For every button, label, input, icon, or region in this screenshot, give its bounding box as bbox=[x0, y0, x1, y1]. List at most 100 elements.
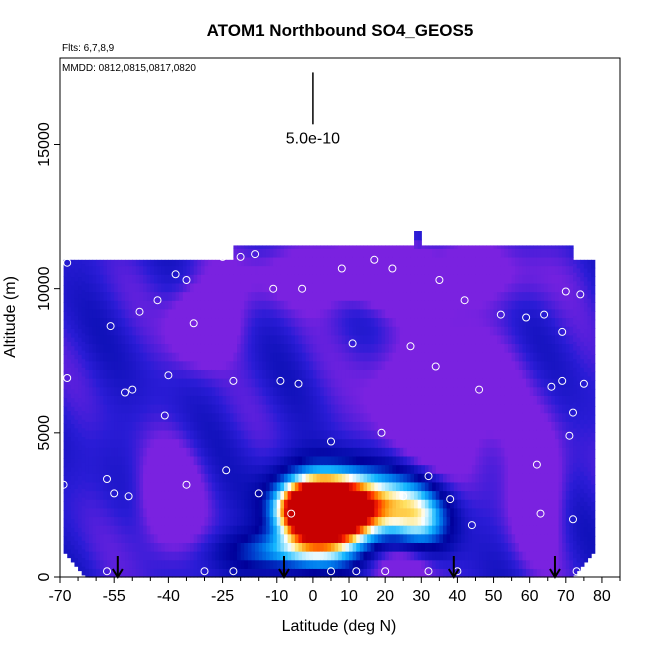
heatmap-cell bbox=[215, 317, 220, 327]
heatmap-cell bbox=[258, 378, 263, 388]
heatmap-cell bbox=[388, 386, 393, 396]
heatmap-cell bbox=[446, 308, 451, 319]
heatmap-cell bbox=[320, 274, 325, 284]
heatmap-cell bbox=[464, 499, 469, 509]
heatmap-cell bbox=[81, 375, 86, 386]
heatmap-cell bbox=[435, 256, 440, 267]
heatmap-cell bbox=[291, 525, 296, 535]
heatmap-cell bbox=[392, 490, 397, 500]
heatmap-cell bbox=[385, 334, 390, 345]
heatmap-cell bbox=[468, 412, 473, 422]
heatmap-cell bbox=[338, 378, 343, 388]
heatmap-cell bbox=[294, 516, 300, 526]
heatmap-cell bbox=[312, 352, 318, 362]
heatmap-cell bbox=[110, 369, 115, 379]
heatmap-cell bbox=[461, 326, 466, 336]
heatmap-cell bbox=[414, 395, 419, 405]
heatmap-cell bbox=[334, 559, 339, 569]
heatmap-cell bbox=[103, 447, 108, 457]
heatmap-cell bbox=[215, 282, 220, 293]
heatmap-cell bbox=[157, 568, 162, 578]
heatmap-cell bbox=[81, 393, 86, 403]
heatmap-cell bbox=[493, 274, 498, 284]
heatmap-cell bbox=[255, 490, 260, 500]
heatmap-cell bbox=[258, 542, 263, 552]
heatmap-cell bbox=[70, 388, 76, 399]
heatmap-cell bbox=[421, 551, 426, 561]
heatmap-cell bbox=[305, 265, 310, 275]
heatmap-cell bbox=[172, 473, 177, 483]
heatmap-cell bbox=[381, 256, 386, 267]
heatmap-cell bbox=[161, 259, 166, 267]
heatmap-cell bbox=[204, 499, 209, 509]
heatmap-cell bbox=[356, 378, 361, 388]
heatmap-cell bbox=[287, 429, 292, 440]
heatmap-cell bbox=[432, 256, 437, 267]
heatmap-cell bbox=[143, 274, 148, 284]
heatmap-cell bbox=[78, 535, 83, 546]
heatmap-cell bbox=[479, 542, 484, 552]
heatmap-cell bbox=[396, 481, 401, 492]
heatmap-cell bbox=[338, 516, 343, 526]
heatmap-cell bbox=[323, 551, 328, 561]
heatmap-cell bbox=[493, 473, 498, 483]
heatmap-cell bbox=[193, 473, 198, 483]
heatmap-cell bbox=[135, 507, 141, 518]
heatmap-cell bbox=[500, 308, 505, 319]
heatmap-cell bbox=[457, 533, 462, 543]
heatmap-cell bbox=[370, 412, 375, 422]
heatmap-cell bbox=[421, 516, 426, 526]
heatmap-cell bbox=[280, 378, 285, 388]
heatmap-cell bbox=[146, 317, 151, 327]
heatmap-cell bbox=[273, 308, 278, 319]
heatmap-cell bbox=[67, 272, 72, 282]
heatmap-cell bbox=[305, 386, 310, 396]
heatmap-cell bbox=[110, 525, 115, 535]
heatmap-cell bbox=[92, 421, 97, 431]
heatmap-cell bbox=[410, 369, 415, 379]
heatmap-cell bbox=[211, 265, 216, 275]
heatmap-cell bbox=[442, 404, 448, 414]
heatmap-cell bbox=[197, 308, 202, 319]
heatmap-cell bbox=[414, 429, 419, 440]
heatmap-cell bbox=[153, 317, 159, 327]
heatmap-cell bbox=[269, 326, 274, 336]
heatmap-cell bbox=[81, 445, 86, 455]
heatmap-cell bbox=[508, 473, 513, 483]
heatmap-cell bbox=[410, 282, 415, 293]
heatmap-cell bbox=[316, 542, 321, 552]
heatmap-cell bbox=[128, 525, 133, 535]
heatmap-cell bbox=[359, 308, 365, 319]
heatmap-cell bbox=[106, 507, 112, 518]
heatmap-cell bbox=[330, 300, 336, 310]
heatmap-cell bbox=[193, 334, 198, 345]
heatmap-cell bbox=[215, 369, 220, 379]
heatmap-cell bbox=[302, 343, 307, 353]
heatmap-cell bbox=[320, 352, 325, 362]
heatmap-cell bbox=[345, 464, 350, 474]
heatmap-cell bbox=[125, 464, 130, 474]
heatmap-cell bbox=[493, 360, 498, 370]
heatmap-cell bbox=[218, 551, 224, 561]
heatmap-cell bbox=[265, 559, 271, 569]
heatmap-cell bbox=[92, 447, 97, 457]
heatmap-cell bbox=[334, 256, 339, 267]
heatmap-cell bbox=[432, 447, 437, 457]
heatmap-cell bbox=[161, 429, 166, 440]
heatmap-cell bbox=[233, 525, 238, 535]
heatmap-cell bbox=[327, 282, 332, 293]
heatmap-cell bbox=[182, 516, 188, 526]
heatmap-cell bbox=[453, 395, 459, 405]
heatmap-cell bbox=[88, 360, 94, 370]
heatmap-cell bbox=[78, 293, 83, 303]
heatmap-cell bbox=[143, 326, 148, 336]
heatmap-cell bbox=[92, 438, 97, 448]
heatmap-cell bbox=[432, 404, 437, 414]
heatmap-cell bbox=[370, 378, 375, 388]
heatmap-cell bbox=[273, 507, 278, 518]
heatmap-cell bbox=[500, 464, 505, 474]
heatmap-cell bbox=[226, 378, 231, 388]
heatmap-cell bbox=[352, 274, 357, 284]
heatmap-cell bbox=[132, 455, 137, 466]
heatmap-cell bbox=[352, 429, 357, 440]
